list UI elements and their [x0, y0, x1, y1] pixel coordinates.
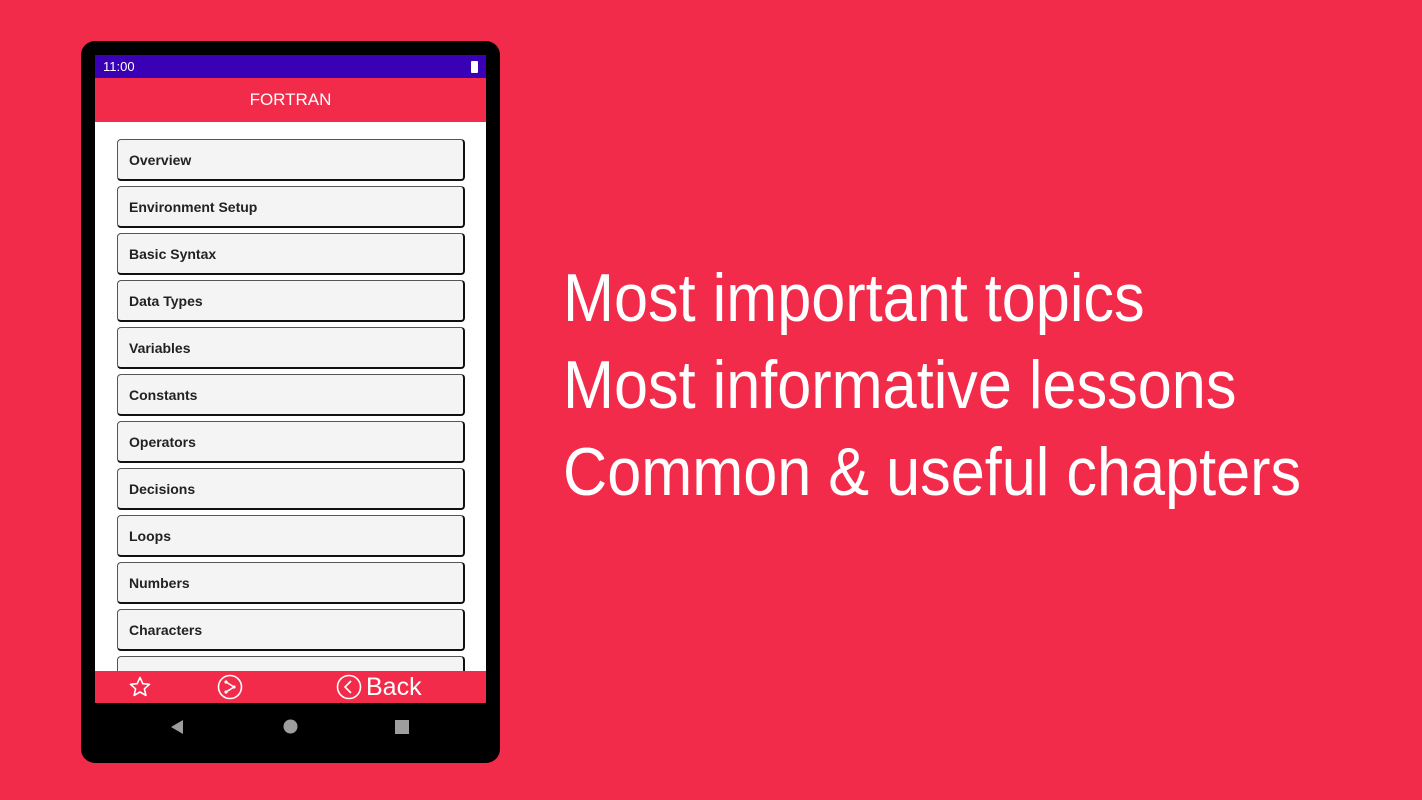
nav-back-icon[interactable] — [170, 719, 184, 735]
favorite-button[interactable] — [128, 671, 152, 703]
status-bar: 11:00 — [95, 55, 486, 78]
app-title: FORTRAN — [249, 90, 332, 109]
topic-button[interactable]: Numbers — [117, 562, 465, 604]
share-icon — [217, 674, 243, 700]
topic-button[interactable]: Loops — [117, 515, 465, 557]
tagline-line: Most informative lessons — [563, 347, 1237, 423]
topic-button[interactable]: Operators — [117, 421, 465, 463]
star-icon — [129, 676, 151, 697]
phone-frame: 11:00 FORTRAN Overview Environment Setup B… — [81, 41, 500, 763]
topic-button[interactable] — [117, 656, 465, 671]
nav-recents-icon[interactable] — [395, 719, 409, 734]
topic-button[interactable]: Constants — [117, 374, 465, 416]
topic-button[interactable]: Data Types — [117, 280, 465, 322]
tagline: Most important topics Most informative l… — [563, 255, 1301, 516]
back-button[interactable]: Back — [336, 671, 422, 703]
status-time: 11:00 — [103, 59, 135, 74]
topic-button[interactable]: Variables — [117, 327, 465, 369]
bottom-bar: Back — [95, 671, 486, 703]
topic-button[interactable]: Characters — [117, 609, 465, 651]
chevron-left-circle-icon — [336, 674, 362, 700]
topic-button[interactable]: Decisions — [117, 468, 465, 510]
topic-list[interactable]: Overview Environment Setup Basic Syntax Dat… — [95, 122, 486, 671]
tagline-line: Common & useful chapters — [563, 434, 1302, 510]
tagline-line: Most important topics — [563, 260, 1145, 336]
app-bar: FORTRAN — [95, 78, 486, 122]
share-button[interactable] — [217, 671, 243, 703]
screen: 11:00 FORTRAN Overview Environment Setup B… — [95, 55, 486, 703]
back-label: Back — [366, 672, 422, 701]
topic-button[interactable]: Overview — [117, 139, 465, 181]
topic-button[interactable]: Basic Syntax — [117, 233, 465, 275]
system-nav-bar — [81, 703, 500, 750]
topic-button[interactable]: Environment Setup — [117, 186, 465, 228]
nav-home-icon[interactable] — [283, 719, 298, 734]
battery-icon — [471, 60, 478, 73]
